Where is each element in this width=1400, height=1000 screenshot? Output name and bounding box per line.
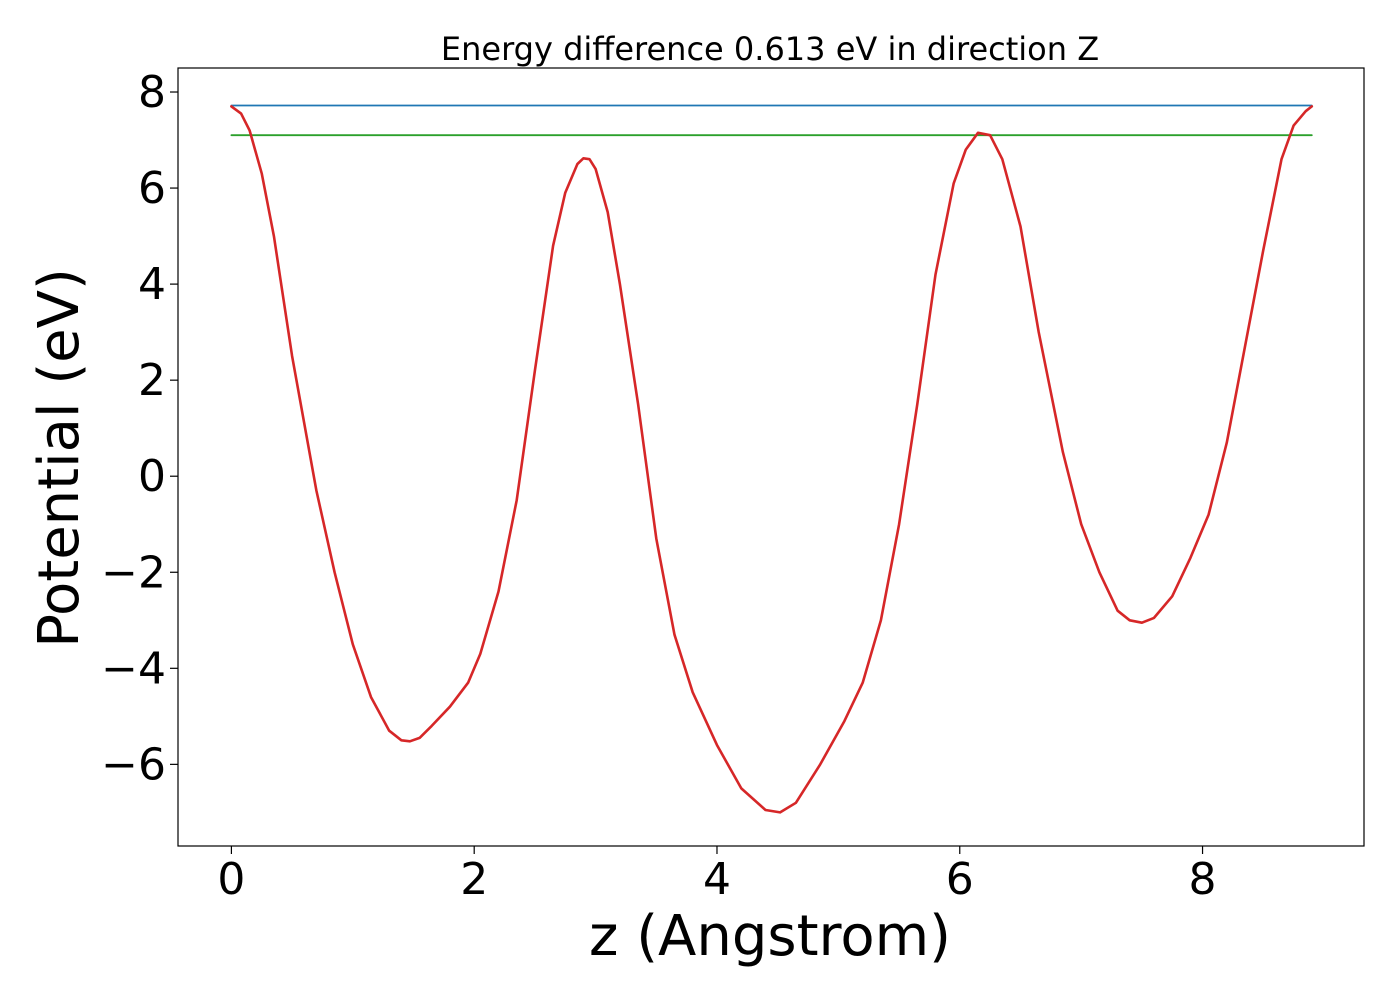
x-axis-ticks: 0 2 4 6 8 xyxy=(217,846,1217,905)
x-tick-label: 2 xyxy=(460,854,488,905)
x-tick-label: 4 xyxy=(703,854,731,905)
plot-frame xyxy=(177,67,1365,847)
x-tick-label: 0 xyxy=(217,854,245,905)
x-tick-label: 8 xyxy=(1189,854,1217,905)
y-tick-label: 2 xyxy=(138,355,166,406)
x-tick-label: 6 xyxy=(946,854,974,905)
y-tick-label: 0 xyxy=(138,451,166,502)
y-tick-label: −2 xyxy=(101,547,166,598)
y-tick-label: 6 xyxy=(138,163,166,214)
y-tick-label: 8 xyxy=(138,67,166,118)
x-axis-label: z (Angstrom) xyxy=(589,904,951,969)
y-axis-ticks: −6 −4 −2 0 2 4 6 8 xyxy=(101,67,178,790)
y-tick-label: 4 xyxy=(138,259,166,310)
series-layer xyxy=(230,104,1314,814)
chart-title: Energy difference 0.613 eV in direction … xyxy=(441,30,1099,68)
potential-curve xyxy=(230,105,1314,814)
y-axis-label: Potential (eV) xyxy=(27,268,92,648)
y-tick-label: −6 xyxy=(101,739,166,790)
y-tick-label: −4 xyxy=(101,643,166,694)
